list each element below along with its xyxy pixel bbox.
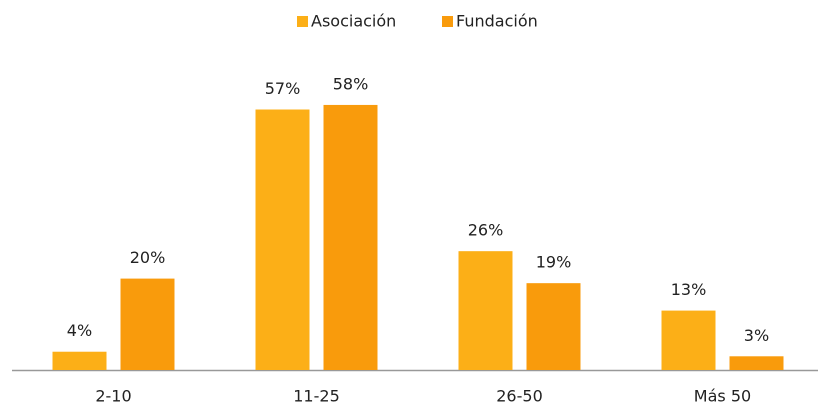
x-tick-label: 26-50	[496, 387, 543, 406]
value-label: 4%	[67, 321, 92, 340]
bar	[661, 310, 716, 370]
legend-label: Asociación	[311, 12, 396, 31]
bar	[255, 109, 310, 370]
value-label: 13%	[671, 280, 707, 299]
legend-swatch	[442, 16, 453, 27]
legend-swatch	[297, 16, 308, 27]
x-tick-label: Más 50	[694, 387, 751, 406]
bar	[458, 251, 513, 370]
legend-label: Fundación	[456, 12, 538, 31]
value-label: 26%	[468, 221, 504, 240]
bar	[323, 104, 378, 370]
value-label: 20%	[130, 248, 166, 267]
value-label: 19%	[536, 253, 572, 272]
x-tick-label: 11-25	[293, 387, 340, 406]
value-label: 3%	[744, 326, 769, 345]
value-label: 57%	[265, 79, 301, 98]
bar	[52, 351, 107, 370]
bar	[120, 278, 175, 370]
bar	[526, 283, 581, 370]
bar	[729, 356, 784, 370]
value-label: 58%	[333, 74, 369, 93]
x-tick-label: 2-10	[95, 387, 131, 406]
